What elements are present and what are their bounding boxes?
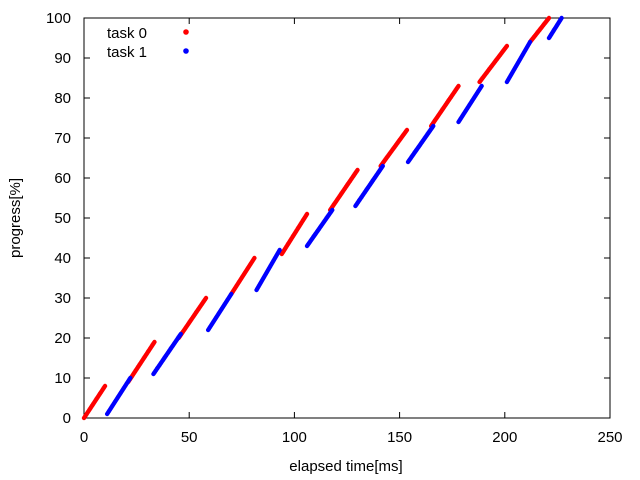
x-tick-label: 0 <box>80 429 88 446</box>
y-axis-label: progress[%] <box>7 178 24 258</box>
y-tick-label: 60 <box>54 170 71 187</box>
data-points <box>81 15 564 421</box>
y-tick-label: 50 <box>54 210 71 227</box>
legend-marker-task-1 <box>183 48 189 54</box>
data-point <box>102 383 108 389</box>
legend-label-task-0: task 0 <box>107 25 147 42</box>
x-tick-label: 200 <box>492 429 517 446</box>
legend: task 0 task 1 <box>107 25 189 61</box>
data-point <box>479 83 484 89</box>
y-tick-label: 10 <box>54 370 71 387</box>
data-point <box>252 255 257 261</box>
legend-marker-task-0 <box>183 29 189 35</box>
y-tick-label: 90 <box>54 50 71 67</box>
data-point <box>355 167 360 173</box>
y-tick-label: 0 <box>63 410 71 427</box>
data-point <box>229 291 234 297</box>
y-tick-label: 40 <box>54 250 71 267</box>
data-point <box>559 15 564 21</box>
data-point <box>304 211 310 217</box>
x-axis-label: elapsed time[ms] <box>289 458 402 475</box>
data-point <box>456 83 461 89</box>
data-point <box>431 123 436 129</box>
x-tick-label: 50 <box>181 429 198 446</box>
data-point <box>152 339 157 345</box>
tick-labels: 0 50 100 150 200 250 0 10 20 30 40 50 60 70 80 90 100 <box>46 10 623 446</box>
y-tick-label: 100 <box>46 10 71 27</box>
data-point <box>330 207 335 213</box>
y-tick-label: 70 <box>54 130 71 147</box>
x-tick-label: 100 <box>282 429 307 446</box>
legend-label-task-1: task 1 <box>107 44 147 61</box>
data-point <box>404 127 410 133</box>
y-tick-label: 80 <box>54 90 71 107</box>
data-point <box>203 295 209 301</box>
y-tick-label: 30 <box>54 290 71 307</box>
data-point <box>128 375 133 381</box>
data-point <box>504 43 510 49</box>
series-task-1 <box>104 15 564 417</box>
data-point <box>527 39 533 45</box>
data-point <box>178 331 183 337</box>
series-task-0 <box>81 15 552 421</box>
data-point <box>380 163 385 169</box>
x-tick-label: 250 <box>597 429 622 446</box>
data-point <box>546 15 552 21</box>
x-tick-label: 150 <box>387 429 412 446</box>
data-point <box>277 247 282 253</box>
y-tick-label: 20 <box>54 330 71 347</box>
